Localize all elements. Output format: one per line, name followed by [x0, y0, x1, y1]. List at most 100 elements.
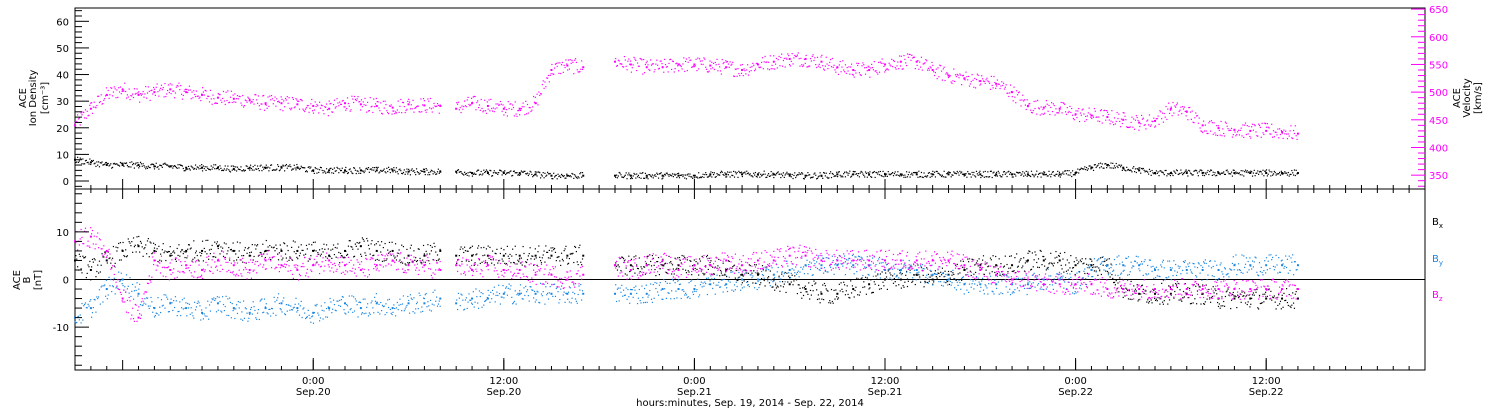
density-sample	[729, 176, 731, 178]
by-sample	[639, 300, 641, 302]
velocity-sample	[415, 107, 417, 109]
bx-sample	[1279, 300, 1282, 302]
velocity-sample	[843, 69, 845, 71]
density-sample	[332, 172, 335, 174]
density-sample	[915, 172, 917, 174]
bx-sample	[1002, 266, 1005, 268]
bx-sample	[920, 267, 923, 269]
velocity-sample	[1212, 133, 1214, 135]
density-sample	[1198, 171, 1200, 173]
velocity-sample	[457, 101, 460, 103]
by-sample	[615, 284, 617, 286]
by-sample	[272, 312, 274, 314]
density-point	[868, 173, 871, 176]
bx-sample	[410, 244, 412, 246]
bx-sample	[892, 282, 895, 284]
velocity-point	[185, 91, 188, 94]
density-sample	[1023, 172, 1026, 174]
velocity-sample	[510, 103, 512, 105]
by-sample	[111, 290, 113, 293]
by-sample	[358, 301, 360, 303]
bx-sample	[629, 270, 631, 273]
bx-sample	[869, 287, 871, 289]
density-sample	[350, 170, 352, 172]
by-sample	[631, 289, 633, 291]
velocity-sample	[1007, 92, 1009, 94]
by-sample	[325, 316, 327, 318]
by-sample	[477, 302, 479, 304]
density-sample	[955, 173, 957, 175]
by-sample	[318, 320, 321, 322]
density-sample	[136, 165, 138, 167]
velocity-sample	[974, 77, 976, 80]
density-sample	[1196, 172, 1199, 174]
by-sample	[430, 310, 432, 312]
velocity-sample	[554, 63, 557, 65]
density-sample	[624, 174, 626, 176]
by-sample	[456, 299, 458, 301]
velocity-sample	[657, 64, 659, 66]
bx-sample	[210, 248, 212, 250]
by-sample	[664, 280, 667, 283]
velocity-sample	[1242, 124, 1244, 126]
bx-sample	[287, 249, 289, 252]
velocity-sample	[565, 59, 567, 61]
density-sample	[328, 172, 330, 174]
velocity-sample	[1179, 109, 1181, 111]
density-sample	[82, 158, 84, 160]
density-sample	[778, 173, 780, 175]
velocity-sample	[1163, 112, 1165, 115]
density-sample	[719, 174, 721, 176]
density-sample	[725, 176, 727, 178]
density-sample	[858, 176, 861, 178]
bx-sample	[367, 244, 370, 246]
bx-sample	[735, 269, 737, 272]
bx-sample	[121, 249, 123, 251]
bx-sample	[1208, 288, 1210, 291]
velocity-point	[153, 91, 156, 94]
velocity-sample	[1256, 135, 1258, 137]
density-sample	[954, 172, 956, 174]
bx-sample	[666, 272, 668, 274]
density-sample	[1231, 175, 1234, 177]
density-sample	[581, 176, 583, 178]
density-sample	[401, 172, 403, 175]
velocity-sample	[881, 58, 883, 60]
velocity-sample	[989, 88, 992, 90]
velocity-sample	[1202, 131, 1204, 134]
by-sample	[287, 304, 289, 306]
density-sample	[885, 175, 887, 177]
density-sample	[786, 171, 788, 173]
density-sample	[397, 173, 399, 175]
bx-sample	[387, 249, 389, 251]
density-sample	[836, 175, 839, 178]
by-sample	[394, 307, 396, 310]
density-sample	[214, 168, 216, 170]
density-sample	[252, 166, 254, 168]
density-sample	[314, 166, 316, 169]
velocity-sample	[217, 92, 219, 95]
density-sample	[159, 164, 161, 166]
by-sample	[666, 282, 668, 284]
density-sample	[823, 172, 826, 174]
density-sample	[289, 164, 291, 166]
bx-sample	[881, 271, 883, 273]
velocity-sample	[1150, 124, 1152, 126]
bx-sample	[1022, 265, 1024, 267]
density-sample	[680, 174, 682, 176]
density-sample	[105, 161, 108, 164]
velocity-sample	[166, 93, 168, 95]
bx-sample	[1105, 270, 1107, 272]
velocity-sample	[1066, 106, 1068, 109]
density-sample	[878, 171, 880, 173]
density-sample	[850, 176, 852, 178]
density-sample	[1062, 171, 1064, 173]
density-sample	[1083, 168, 1085, 170]
by-sample	[370, 302, 372, 304]
density-sample	[221, 169, 223, 172]
velocity-sample	[555, 62, 557, 65]
bx-sample	[217, 247, 219, 250]
density-sample	[705, 174, 708, 176]
bx-sample	[909, 269, 911, 271]
velocity-sample	[1255, 131, 1257, 133]
